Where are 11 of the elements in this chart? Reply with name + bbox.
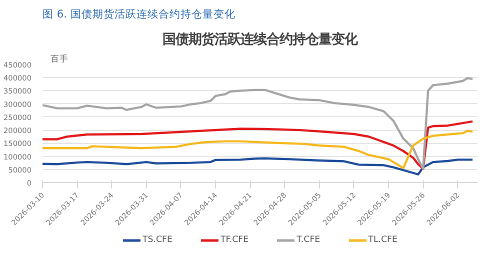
line-series [42,120,474,170]
chart-subtitle: 国债期货活跃连续合约持仓量变化 [162,32,358,48]
line-series [42,130,474,170]
legend-label: TF.CFE [220,235,249,245]
chart-title: 图 6. 国债期货活跃连续合约持仓量变化 [42,8,236,20]
line-series [42,77,474,170]
y-axis-title: 百手 [50,54,68,64]
line-series [42,157,474,176]
legend-label: TS.CFE [142,235,173,245]
legend-label: TL.CFE [368,235,398,245]
legend-label: T.CFE [296,235,320,245]
